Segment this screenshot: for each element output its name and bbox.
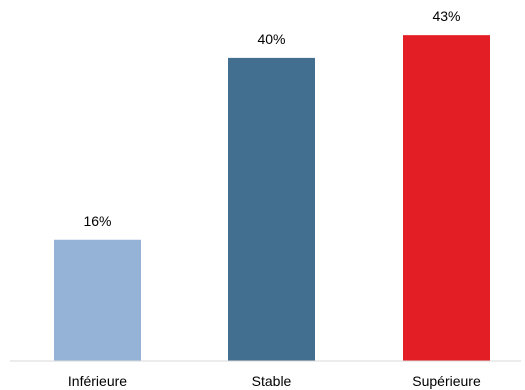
category-label-3: Supérieure xyxy=(412,373,481,389)
category-label-1: Inférieure xyxy=(68,373,127,389)
data-label-3: 43% xyxy=(432,8,460,24)
category-label-2: Stable xyxy=(252,373,292,389)
bar-2 xyxy=(228,57,315,362)
data-label-1: 16% xyxy=(83,213,111,229)
bar-1 xyxy=(54,239,141,361)
category-labels-group: Inférieure Stable Supérieure xyxy=(68,373,481,389)
value-labels-group: 16% 40% 43% xyxy=(83,8,460,229)
bar-3 xyxy=(403,35,490,362)
data-label-2: 40% xyxy=(257,31,285,47)
bars-group xyxy=(54,35,490,362)
